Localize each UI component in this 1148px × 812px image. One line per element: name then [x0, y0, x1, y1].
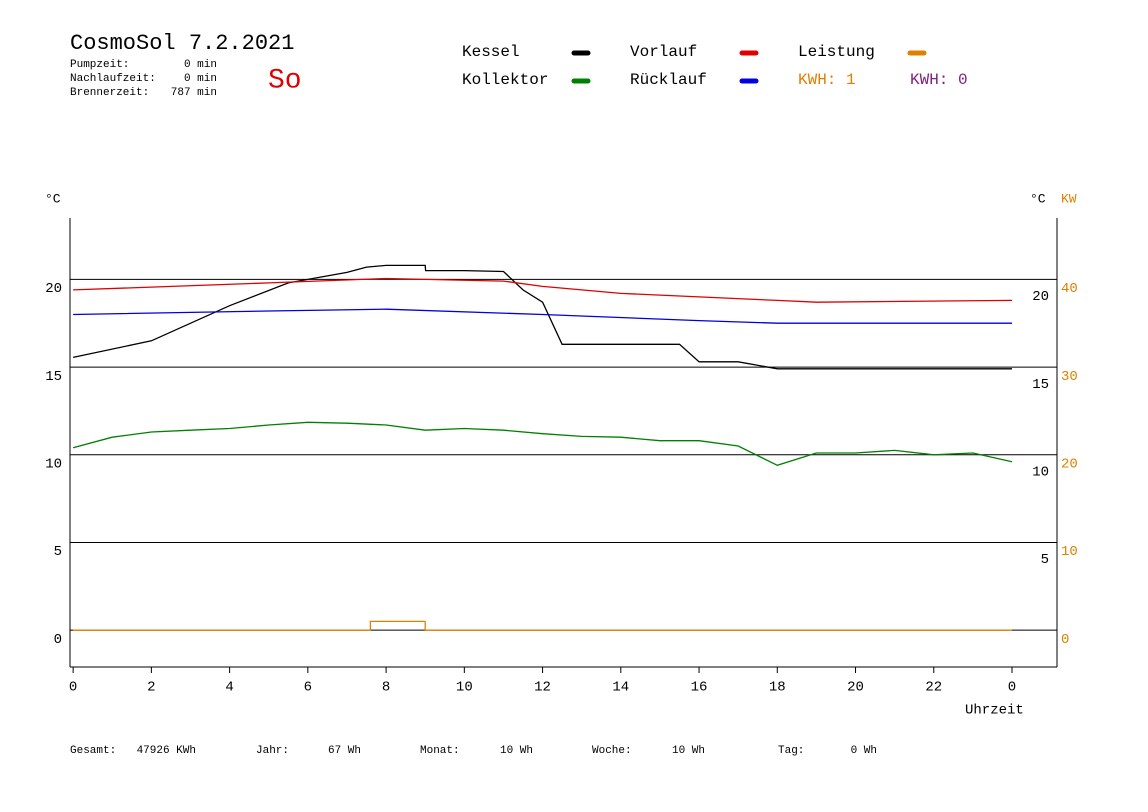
x-tick-label: 22 [925, 680, 942, 696]
x-tick-label: 2 [147, 680, 155, 696]
total-label: Woche: [592, 745, 632, 757]
legend-label: Rücklauf [630, 71, 707, 89]
y-tick-label: 0 [54, 632, 62, 648]
x-tick-label: 4 [225, 680, 233, 696]
y2-unit: KW [1061, 191, 1077, 206]
x-tick-label: 20 [847, 680, 864, 696]
legend-label: Vorlauf [630, 43, 697, 61]
info-label: Pumpzeit: [70, 59, 129, 71]
info-label: Brennerzeit: [70, 87, 149, 99]
x-tick-label: 14 [612, 680, 629, 696]
right-y-tick-label: 5 [1041, 552, 1049, 568]
y-unit: °C [45, 191, 61, 206]
y2-tick-label: 30 [1061, 369, 1078, 385]
x-axis-label: Uhrzeit [965, 703, 1024, 719]
kwh-label: KWH: 0 [910, 71, 968, 89]
total-label: Jahr: [256, 745, 289, 757]
y-tick-label: 15 [45, 369, 62, 385]
right-y-tick-label: 10 [1032, 464, 1049, 480]
series-line [72, 421, 1013, 466]
right-y-tick-label: 15 [1032, 377, 1049, 393]
series-line [73, 308, 1012, 324]
y2-tick-label: 0 [1061, 632, 1069, 648]
y2-unit-left: °C [1030, 191, 1046, 206]
y-tick-label: 10 [45, 456, 62, 472]
legend-label: Kessel [462, 43, 520, 61]
total-value: 67 Wh [328, 745, 361, 757]
total-value: 47926 KWh [137, 745, 196, 757]
total-value: 0 Wh [851, 745, 877, 757]
total-label: Gesamt: [70, 745, 116, 757]
chart-title: CosmoSol 7.2.2021 [70, 31, 294, 56]
x-tick-label: 12 [534, 680, 551, 696]
y2-tick-label: 40 [1061, 281, 1078, 297]
series-line [73, 620, 1012, 631]
x-tick-label: 18 [769, 680, 786, 696]
info-value: 787 min [171, 87, 217, 99]
total-value: 10 Wh [500, 745, 533, 757]
x-tick-label: 0 [69, 680, 77, 696]
info-value: 0 min [184, 73, 217, 85]
series-line [73, 277, 1013, 303]
total-value: 10 Wh [672, 745, 705, 757]
x-tick-label: 6 [304, 680, 312, 696]
info-label: Nachlaufzeit: [70, 73, 156, 85]
right-y-tick-label: 20 [1032, 289, 1049, 305]
legend-label: Leistung [798, 43, 875, 61]
series-line [72, 264, 1012, 370]
info-value: 0 min [184, 59, 217, 71]
x-tick-label: 8 [382, 680, 390, 696]
total-label: Monat: [420, 745, 460, 757]
y2-tick-label: 20 [1061, 456, 1078, 472]
day-label: So [268, 65, 302, 96]
x-tick-label: 16 [691, 680, 708, 696]
x-tick-label: 0 [1008, 680, 1016, 696]
y-tick-label: 20 [45, 281, 62, 297]
y-tick-label: 5 [54, 544, 62, 560]
kwh-label: KWH: 1 [798, 71, 856, 89]
total-label: Tag: [778, 745, 804, 757]
x-tick-label: 10 [456, 680, 473, 696]
y2-tick-label: 10 [1061, 544, 1078, 560]
legend-label: Kollektor [462, 71, 548, 89]
